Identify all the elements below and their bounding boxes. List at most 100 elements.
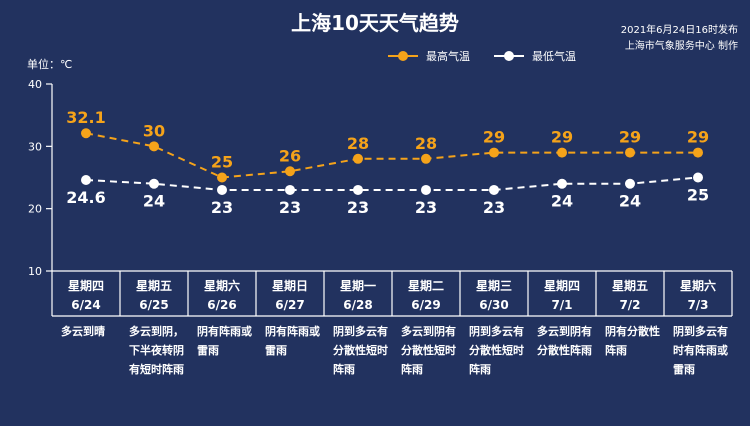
condition-text: 下半夜转阴 xyxy=(129,343,184,357)
series-high-value-label: 25 xyxy=(211,153,233,172)
series-high-value-label: 32.1 xyxy=(66,108,105,127)
condition-text: 分散性短时 xyxy=(333,343,388,357)
condition-text: 有短时阵雨 xyxy=(129,362,184,376)
y-tick-label: 40 xyxy=(28,78,42,91)
legend-low-label: 最低气温 xyxy=(532,49,576,63)
date-label: 6/30 xyxy=(479,298,508,312)
legend-high-label: 最高气温 xyxy=(426,49,470,63)
series-low-value-label: 23 xyxy=(347,198,369,217)
publisher: 上海市气象服务中心 制作 xyxy=(625,39,738,52)
legend-high: 最高气温 xyxy=(388,49,470,63)
condition-text: 阴有阵雨或 xyxy=(265,324,320,338)
series-low-point xyxy=(217,184,227,195)
condition-text: 阵雨 xyxy=(333,362,355,376)
series-low-point xyxy=(353,184,363,195)
weekday-label: 星期五 xyxy=(136,278,172,293)
unit-label: 单位：℃ xyxy=(27,57,72,71)
date-label: 6/24 xyxy=(71,298,100,312)
weekday-label: 星期六 xyxy=(204,278,240,293)
day-column: 星期四 6/24 多云到晴 xyxy=(61,278,105,338)
series-high-value-label: 26 xyxy=(279,146,301,165)
date-label: 6/26 xyxy=(207,298,236,312)
condition-text: 多云到阴， xyxy=(129,324,184,338)
y-tick-label: 10 xyxy=(28,265,42,278)
legend-high-marker xyxy=(398,51,408,61)
legend-low: 最低气温 xyxy=(494,49,576,63)
series-low-value-label: 25 xyxy=(687,186,709,205)
series-high: 32.1 30 25 26 28 28 29 29 29 29 xyxy=(66,108,709,183)
date-label: 6/27 xyxy=(275,298,304,312)
series-low-point xyxy=(149,178,159,189)
date-label: 6/29 xyxy=(411,298,440,312)
condition-text: 阴到多云有 xyxy=(469,324,524,338)
series-high-point xyxy=(353,153,363,164)
date-label: 7/1 xyxy=(551,298,572,312)
series-low-value-label: 24 xyxy=(143,192,165,211)
condition-text: 分散性阵雨 xyxy=(537,343,592,357)
weekday-label: 星期一 xyxy=(340,278,376,293)
series-low-value-label: 23 xyxy=(415,198,437,217)
condition-text: 阴到多云有 xyxy=(673,324,728,338)
condition-text: 阵雨 xyxy=(401,362,423,376)
series-high-value-label: 28 xyxy=(347,134,369,153)
condition-text: 阴有分散性 xyxy=(605,324,660,338)
date-table-frame xyxy=(51,270,733,317)
series-high-value-label: 29 xyxy=(551,128,573,147)
series-high-line xyxy=(85,132,698,179)
series-low-value-label: 23 xyxy=(483,198,505,217)
series-low-point xyxy=(625,178,635,189)
series-low-point xyxy=(285,184,295,195)
series-high-value-label: 28 xyxy=(415,134,437,153)
series-low-value-label: 24 xyxy=(619,192,641,211)
series-low-value-label: 23 xyxy=(279,198,301,217)
condition-text: 多云到阴有 xyxy=(537,324,592,338)
series-low-line xyxy=(85,176,699,191)
condition-text: 阵雨 xyxy=(469,362,491,376)
weekday-label: 星期四 xyxy=(544,278,580,293)
series-high-point xyxy=(81,128,91,139)
date-label: 6/28 xyxy=(343,298,372,312)
date-label: 7/2 xyxy=(619,298,640,312)
condition-text: 雷雨 xyxy=(265,344,287,357)
series-high-value-label: 29 xyxy=(687,128,709,147)
series-low-value-label: 24.6 xyxy=(66,188,105,207)
series-low-value-label: 24 xyxy=(551,192,573,211)
series-high-value-label: 30 xyxy=(143,121,165,140)
y-tick-label: 30 xyxy=(28,140,42,153)
series-high-point xyxy=(285,166,295,177)
publish-time: 2021年6月24日16时发布 xyxy=(621,23,738,36)
series-high-point xyxy=(489,147,499,158)
series-high-point xyxy=(625,147,635,158)
weekday-label: 星期五 xyxy=(612,278,648,293)
y-axis: 10 20 30 40 xyxy=(28,78,53,278)
condition-text: 分散性短时 xyxy=(401,343,456,357)
series-low-value-label: 23 xyxy=(211,198,233,217)
weekday-label: 星期六 xyxy=(680,278,716,293)
weekday-label: 星期日 xyxy=(272,278,308,293)
series-low-point xyxy=(693,172,703,183)
series-low-point xyxy=(81,174,91,185)
legend-low-marker xyxy=(504,51,514,61)
condition-text: 多云到晴 xyxy=(61,324,105,338)
series-high-point xyxy=(693,147,703,158)
date-label: 7/3 xyxy=(687,298,708,312)
series-high-point xyxy=(217,172,227,183)
y-tick-label: 20 xyxy=(28,203,42,216)
condition-text: 雷雨 xyxy=(197,344,219,357)
series-low-point xyxy=(421,184,431,195)
condition-text: 时有阵雨或 xyxy=(673,343,728,357)
series-high-value-label: 29 xyxy=(483,128,505,147)
weekday-label: 星期三 xyxy=(476,278,512,293)
legend: 最高气温 最低气温 xyxy=(388,49,576,63)
condition-text: 阴到多云有 xyxy=(333,324,388,338)
date-label: 6/25 xyxy=(139,298,168,312)
